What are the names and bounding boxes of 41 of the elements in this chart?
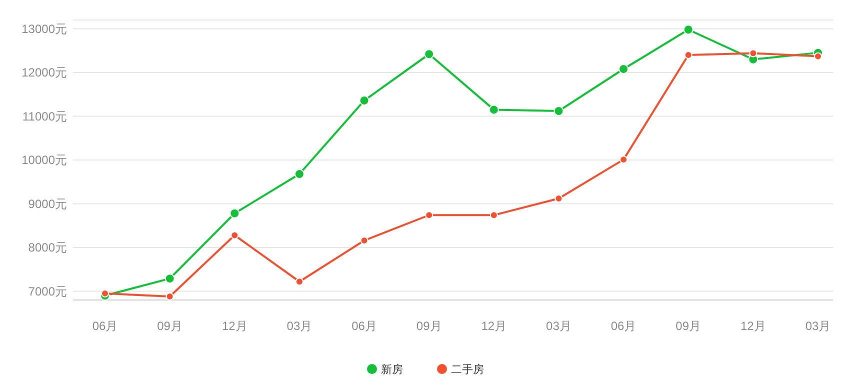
point bbox=[554, 106, 564, 116]
y-tick-label: 9000元 bbox=[28, 196, 67, 211]
point bbox=[620, 156, 628, 164]
point bbox=[294, 169, 304, 179]
x-tick-label: 12月 bbox=[222, 319, 248, 333]
point bbox=[166, 292, 174, 300]
point bbox=[360, 236, 368, 244]
y-tick-label: 12000元 bbox=[22, 66, 67, 80]
y-tick-label: 10000元 bbox=[22, 153, 67, 168]
point bbox=[490, 211, 498, 220]
y-tick-label: 11000元 bbox=[22, 109, 67, 124]
point bbox=[230, 231, 239, 240]
point bbox=[684, 51, 692, 59]
point bbox=[749, 49, 758, 58]
point bbox=[554, 194, 563, 202]
point bbox=[295, 278, 304, 286]
y-tick-label: 7000元 bbox=[28, 284, 67, 298]
x-tick-label: 09月 bbox=[157, 319, 182, 333]
point bbox=[424, 49, 434, 60]
x-tick-label: 06月 bbox=[352, 319, 377, 333]
point bbox=[814, 52, 822, 60]
x-tick-label: 06月 bbox=[92, 319, 118, 333]
x-tick-label: 09月 bbox=[676, 319, 702, 333]
x-tick-label: 12月 bbox=[481, 319, 507, 333]
x-tick-label: 06月 bbox=[610, 319, 636, 333]
point bbox=[164, 274, 175, 284]
point bbox=[230, 208, 240, 218]
x-tick-label: 03月 bbox=[286, 319, 312, 333]
y-tick-label: 13000元 bbox=[22, 22, 67, 36]
x-tick-label: 03月 bbox=[805, 319, 831, 333]
x-tick-label: 03月 bbox=[546, 319, 572, 333]
point bbox=[488, 104, 499, 115]
y-tick-label: 8000元 bbox=[28, 240, 67, 255]
x-tick-label: 09月 bbox=[416, 319, 442, 333]
x-tick-label: 12月 bbox=[740, 319, 766, 333]
point bbox=[618, 64, 629, 74]
legend-label: 新房 bbox=[381, 362, 403, 376]
point bbox=[425, 211, 434, 220]
legend-label: 二手房 bbox=[451, 362, 484, 376]
point bbox=[359, 96, 370, 106]
point bbox=[683, 24, 694, 35]
